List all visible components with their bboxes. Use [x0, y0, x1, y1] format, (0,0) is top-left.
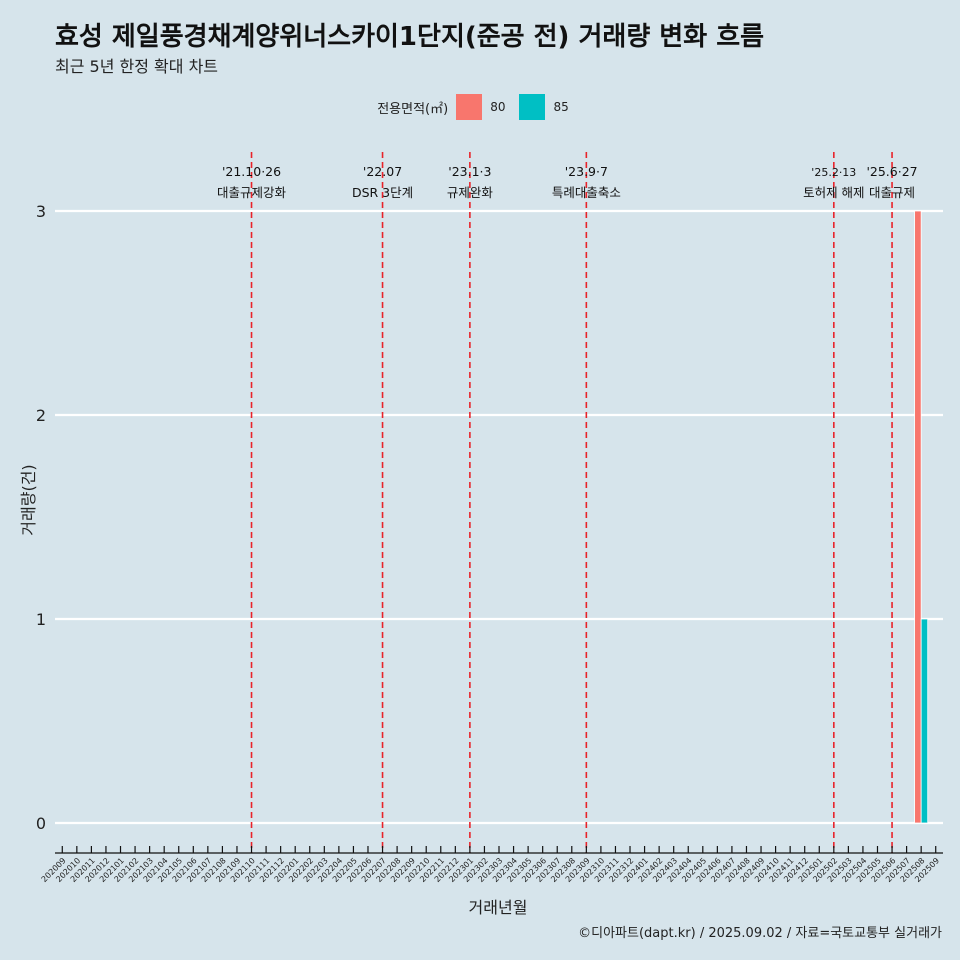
event-label: 특례대출축소 [552, 185, 621, 200]
source-caption: ©디아파트(dapt.kr) / 2025.09.02 / 자료=국토교통부 실… [578, 926, 942, 941]
event-date: '25.6·27 [866, 164, 917, 179]
event-lines: '21.10·26 대출규제강화 '22.07 DSR 3단계 '23.1·3 규제완화 '… [217, 152, 918, 853]
legend-label-85: 85 [553, 100, 569, 114]
legend-swatch-80 [456, 94, 483, 120]
event-label: 대출규제강화 [217, 185, 287, 200]
event-date: '23.1·3 [448, 164, 491, 179]
event-date: '21.10·26 [222, 164, 281, 179]
legend-swatch-85 [519, 94, 546, 120]
event-label: 대출규제 [869, 185, 915, 200]
event-date: '22.07 [363, 164, 402, 179]
y-tick-label: 2 [36, 406, 46, 425]
bar-80-202508 [914, 210, 922, 824]
event-date: '25.2·13 [811, 166, 856, 179]
event-date: '23.9·7 [565, 164, 608, 179]
event-label: 토허제 해제 [803, 185, 864, 200]
bar-85-202508 [920, 618, 929, 824]
event-label: DSR 3단계 [352, 185, 413, 200]
event-label: 규제완화 [447, 185, 494, 200]
bars [914, 210, 929, 824]
legend-label-80: 80 [490, 100, 506, 114]
x-axis-label: 거래년월 [469, 898, 528, 917]
y-axis-label: 거래량(건) [19, 464, 38, 535]
y-tick-label: 1 [36, 610, 46, 629]
x-axis: 2020092020102020112020122021012021022021… [40, 846, 943, 884]
legend-title: 전용면적(㎡) [377, 101, 449, 117]
y-axis: 0 1 2 3 [36, 202, 46, 833]
y-tick-label: 3 [36, 202, 46, 221]
legend: 전용면적(㎡) 80 85 [0, 94, 960, 120]
grid-lines [55, 209, 943, 825]
y-tick-label: 0 [36, 814, 46, 833]
chart-subtitle: 최근 5년 한정 확대 차트 [55, 57, 219, 76]
chart-title: 효성 제일풍경채계양위너스카이1단지(준공 전) 거래량 변화 흐름 [55, 22, 765, 52]
